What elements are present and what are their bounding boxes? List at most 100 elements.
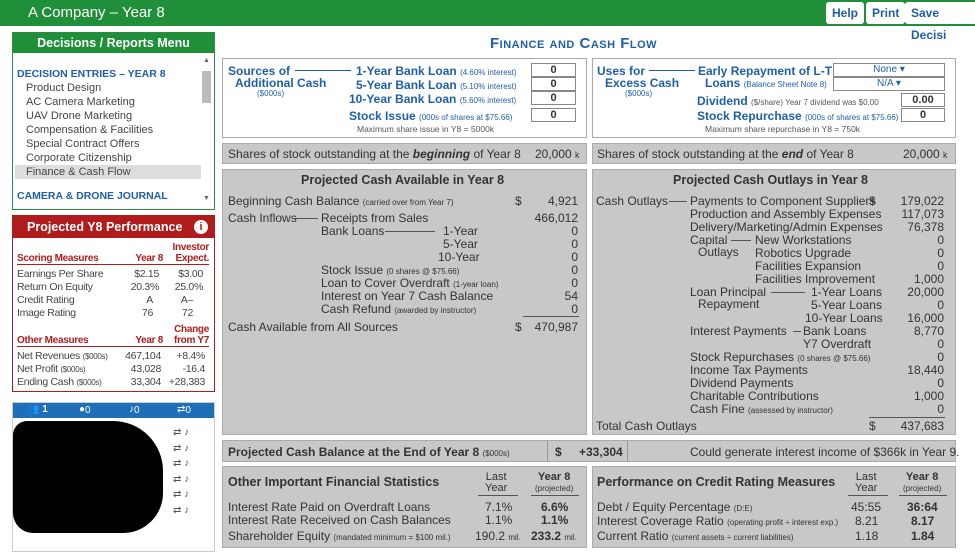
capital-row-value: 0 <box>937 233 944 247</box>
shares-end-label: Shares of stock outstanding at the end o… <box>597 147 854 161</box>
cash-refund-value: 0 <box>571 302 578 316</box>
menu-scrollbar[interactable]: ▲ ▼ <box>202 57 211 202</box>
repurchase-label: Stock Repurchase (000s of shares at $75.… <box>697 109 899 123</box>
loan-10yr-input[interactable]: 0 <box>531 91 576 105</box>
fin-stat-y8: 233.2 mil. <box>531 529 577 543</box>
redacted-user-list <box>13 421 163 533</box>
menu-section-journal[interactable]: CAMERA & DRONE JOURNAL <box>17 190 168 202</box>
outlay-row-label: Delivery/Marketing/Admin Expenses <box>690 220 883 234</box>
interest-row-value: 0 <box>937 337 944 351</box>
early-repay-select[interactable]: None ▾ <box>833 63 945 77</box>
max-issue-note: Maximum share issue in Y8 = 5000k <box>357 124 495 134</box>
help-button[interactable]: Help <box>826 2 865 24</box>
performance-panel: Projected Y8 Performance i Investor Expec… <box>12 215 215 392</box>
tab-users[interactable]: 👥 1 <box>27 404 48 415</box>
social-panel: 👥 1 ● 0 ♪ 0 ⇄ 0 ⇄ ♪ ⇄ ♪ ⇄ ♪ ⇄ ♪ ⇄ ♪ ⇄ ♪ <box>12 402 215 552</box>
credit-label: Interest Coverage Ratio (operating profi… <box>597 514 839 528</box>
total-available-label: Cash Available from All Sources <box>228 320 398 334</box>
menu-item-special-contracts[interactable]: Special Contract Offers <box>26 138 140 150</box>
stock-repurchases-value: 0 <box>937 350 944 364</box>
perf-row-value: 33,304 <box>130 376 162 388</box>
interest-row-label: Bank Loans <box>803 324 867 338</box>
page-title: Finance and Cash Flow <box>490 35 658 52</box>
stock-issue-input[interactable]: 0 <box>531 108 576 122</box>
menu-item-uav-drone-marketing[interactable]: UAV Drone Marketing <box>26 110 133 122</box>
repurchase-input[interactable]: 0 <box>901 108 945 122</box>
loan-1yr-input[interactable]: 0 <box>531 63 576 77</box>
perf-row-change: -16.4 <box>182 363 206 375</box>
income-tax-value: 18,440 <box>907 363 944 377</box>
overdraft-value: 0 <box>571 276 578 290</box>
loan-repay-label: 1-Year Loans <box>811 285 882 299</box>
early-repay-select-2[interactable]: N/A ▾ <box>833 77 945 91</box>
loan-label: 10-Year Bank Loan (5.60% interest) <box>349 92 517 106</box>
cash-balance-row: Projected Cash Balance at the End of Yea… <box>222 440 960 462</box>
perf-row-expect: 25.0% <box>174 281 204 293</box>
inflow-loan-value: 0 <box>571 224 578 238</box>
shares-end-row: Shares of stock outstanding at the end o… <box>592 143 956 164</box>
stock-issue-value: 0 <box>571 263 578 277</box>
overdraft-label: Loan to Cover Overdraft (1-year loan) <box>321 276 499 290</box>
cash-balance-label: Projected Cash Balance at the End of Yea… <box>228 445 510 459</box>
total-outlays-dollar: $ <box>869 419 876 433</box>
tab-share[interactable]: ⇄ 0 <box>177 404 191 416</box>
fin-stat-label: Shareholder Equity (mandated minimum = $… <box>228 529 451 543</box>
loan-repay-value: 16,000 <box>907 311 944 325</box>
menu-item-product-design[interactable]: Product Design <box>26 82 102 94</box>
tab-audio[interactable]: ♪ 0 <box>129 404 140 416</box>
fin-stat-last: 7.1% <box>485 500 513 514</box>
menu-item-compensation[interactable]: Compensation & Facilities <box>26 124 154 136</box>
fin-stat-y8: 1.1% <box>541 513 569 527</box>
outlay-row-value: 179,022 <box>900 194 944 208</box>
perf-row-label: Net Revenues ($000s) <box>17 350 108 362</box>
fin-stat-label: Interest Rate Received on Cash Balances <box>228 513 451 527</box>
sources-unit: ($000s) <box>257 89 285 98</box>
sources-panel: Sources of Additional Cash ($000s) 1-Yea… <box>222 58 587 138</box>
interest-row-label: Y7 Overdraft <box>803 337 872 351</box>
total-available-dollar: $ <box>515 320 522 334</box>
col-change: Change from Y7 <box>174 324 209 346</box>
cash-fine-label: Cash Fine (assessed by instructor) <box>690 402 833 416</box>
stock-issue-inflow: Stock Issue (0 shares @ $75.66) <box>321 263 460 277</box>
menu-item-citizenship[interactable]: Corporate Citizenship <box>26 152 132 164</box>
credit-y8: 1.84 <box>911 529 935 543</box>
cash-balance-dollar: $ <box>555 445 562 459</box>
dividend-input[interactable]: 0.00 <box>901 93 945 107</box>
dividend-label: Dividend ($/share) Year 7 dividend was $… <box>697 94 879 108</box>
capital-row-label: New Workstations <box>755 233 852 247</box>
print-button[interactable]: Print <box>866 2 906 24</box>
loan-repay-label: 5-Year Loans <box>811 298 882 312</box>
loan-5yr-input[interactable]: 0 <box>531 77 576 91</box>
cash-balance-value: +33,304 <box>579 445 623 459</box>
credit-last: 8.21 <box>855 514 879 528</box>
fin-stat-label: Interest Rate Paid on Overdraft Loans <box>228 500 431 514</box>
bank-loans-label: Bank Loans <box>321 224 385 238</box>
credit-title: Performance on Credit Rating Measures <box>597 475 836 489</box>
uses-unit: ($000s) <box>625 89 653 98</box>
menu-section-decisions[interactable]: DECISION ENTRIES – YEAR 8 <box>17 68 166 80</box>
share-icon[interactable]: ⇄ ♪ ⇄ ♪ ⇄ ♪ ⇄ ♪ ⇄ ♪ ⇄ ♪ <box>173 427 190 516</box>
charitable-value: 1,000 <box>913 389 944 403</box>
inflow-loan-label: 5-Year <box>443 237 478 251</box>
stock-issue-label: Stock Issue (000s of shares at $75.66) <box>349 109 513 123</box>
info-icon[interactable]: i <box>194 220 208 234</box>
inflow-loan-label: 10-Year <box>438 250 480 264</box>
income-tax-label: Income Tax Payments <box>690 363 808 377</box>
shares-end-value: 20,000 k <box>903 147 948 161</box>
col-investor: Investor Expect. <box>172 242 209 264</box>
col-year8-proj: Year 8 (projected) <box>535 471 574 494</box>
perf-row-expect: A– <box>180 294 194 306</box>
capital-row-label: Robotics Upgrade <box>755 246 852 260</box>
outlays-label: Cash Outlays <box>596 194 669 208</box>
capital-row-value: 1,000 <box>913 272 944 286</box>
inflow-loan-value: 0 <box>571 237 578 251</box>
perf-row-label: Earnings Per Share <box>17 268 104 280</box>
menu-item-ac-camera-marketing[interactable]: AC Camera Marketing <box>26 96 135 108</box>
save-decisions-button[interactable]: Save Decisi <box>905 2 975 42</box>
perf-row-label: Image Rating <box>17 307 76 319</box>
tab-messages[interactable]: ● 0 <box>79 404 91 416</box>
col-last-year: Last Year <box>485 471 508 494</box>
menu-item-finance[interactable]: Finance & Cash Flow <box>15 165 201 179</box>
loan-principal-label: Loan Principal <box>690 285 767 299</box>
credit-last: 1.18 <box>855 529 879 543</box>
